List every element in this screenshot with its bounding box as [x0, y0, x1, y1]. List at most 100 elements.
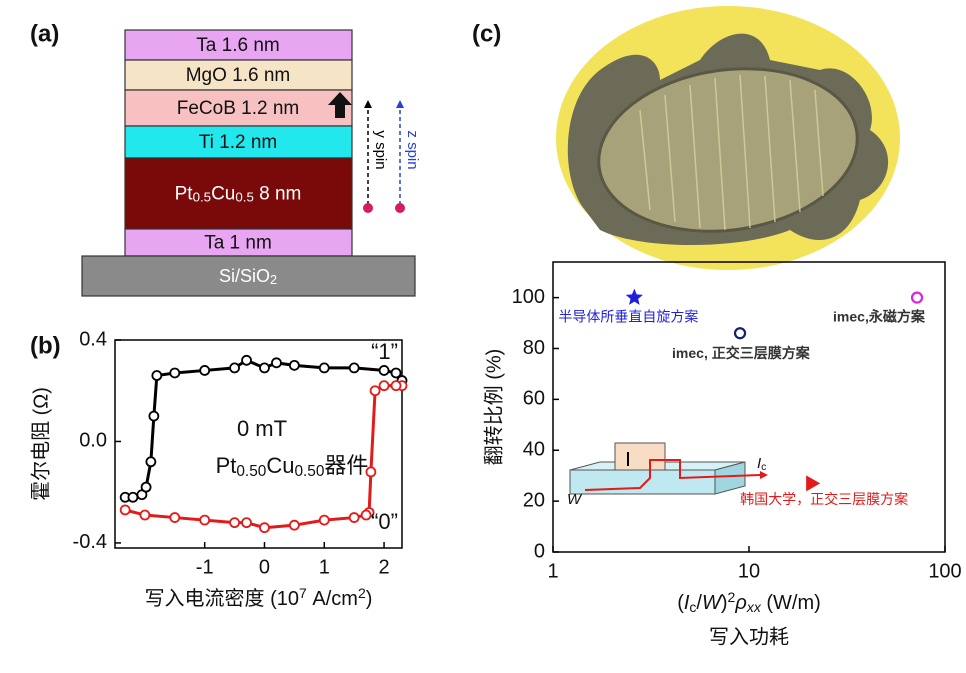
- spin-label: z spin: [404, 130, 421, 169]
- spin-arrowhead: [364, 100, 372, 108]
- text-segment: 器件: [324, 453, 368, 478]
- point-label: 韩国大学，正交三层膜方案: [740, 491, 908, 507]
- layer-label: Pt0.5Cu0.5 8 nm: [175, 184, 302, 205]
- data-point: [148, 410, 160, 422]
- annotation: “0”: [371, 509, 398, 534]
- text-segment: Ta 1 nm: [204, 233, 272, 254]
- annotation: Pt0.50Cu0.50器件: [216, 453, 369, 480]
- panel-label: (c): [472, 20, 501, 47]
- text-segment: MgO 1.6 nm: [186, 65, 291, 86]
- data-point: [241, 517, 252, 529]
- text-segment: ): [721, 592, 728, 614]
- data-point: [241, 354, 252, 366]
- plot-frame: [114, 339, 403, 549]
- data-point: [229, 362, 240, 374]
- y-tick-label: 40: [523, 439, 545, 461]
- y-tick-label: 20: [523, 489, 545, 511]
- text-segment: I: [757, 455, 761, 472]
- inset-base-side: [714, 461, 746, 495]
- text-segment: Pt: [216, 453, 237, 478]
- text-segment: 7: [299, 585, 307, 601]
- panel-label: (b): [30, 332, 61, 359]
- point-label: imec, 正交三层膜方案: [672, 345, 811, 361]
- point-label: imec,永磁方案: [833, 308, 926, 324]
- text-segment: I: [684, 592, 690, 614]
- annotation: 0 mT: [237, 416, 287, 441]
- y-tick-label: 0: [534, 540, 545, 562]
- data-point: [318, 362, 330, 374]
- inset-current: [584, 459, 761, 491]
- x-tick-label: -1: [196, 556, 214, 578]
- text-segment: Si/SiO: [219, 266, 270, 286]
- text-segment: 2: [358, 585, 366, 601]
- layer-label: MgO 1.6 nm: [186, 65, 291, 86]
- layer-label: Ti 1.2 nm: [199, 132, 278, 153]
- text-segment: ρ: [734, 592, 746, 614]
- x-tick-label: 0: [259, 556, 270, 578]
- data-point: [378, 365, 390, 376]
- text-segment: 8 nm: [254, 184, 302, 205]
- text-segment: (: [677, 592, 684, 614]
- data-point: [910, 291, 924, 304]
- x-tick-label: 1: [547, 560, 558, 582]
- y-tick-label: 60: [523, 388, 545, 410]
- text-segment: c: [761, 461, 766, 473]
- data-point: [271, 357, 282, 369]
- layer: [124, 125, 353, 159]
- magnetization-arrow: [328, 92, 352, 118]
- annotation: “1”: [371, 339, 398, 364]
- data-point: [140, 481, 152, 493]
- point-label: 半导体所垂直自旋方案: [558, 308, 698, 324]
- y-tick-label: 80: [523, 337, 545, 359]
- data-point: [390, 367, 402, 379]
- data-point: [625, 288, 643, 305]
- text-segment: xx: [746, 599, 762, 615]
- layer-label: FeCoB 1.2 nm: [177, 98, 300, 119]
- x-tick-label: 10: [738, 560, 760, 582]
- spin-arrowhead: [396, 100, 404, 108]
- x-axis-label: (Ic/W)2ρxx (W/m): [677, 589, 821, 615]
- y-tick-label: -0.4: [73, 531, 107, 553]
- data-point: [139, 509, 151, 521]
- text-segment: (W/m): [761, 592, 821, 614]
- text-segment: Pt: [175, 184, 194, 205]
- data-point: [390, 380, 402, 392]
- panel-label: (a): [30, 20, 59, 47]
- data-point: [169, 367, 181, 379]
- data-point: [365, 466, 377, 478]
- data-point: [199, 514, 211, 526]
- text-segment: /: [696, 592, 702, 614]
- plot-frame: [552, 261, 946, 553]
- data-point: [229, 517, 240, 529]
- text-segment: Ti 1.2 nm: [199, 132, 278, 153]
- data-point: [119, 504, 131, 516]
- data-point: [145, 456, 157, 468]
- inset-pillar: [614, 442, 666, 471]
- spin-label: y spin: [372, 130, 389, 169]
- data-point: [806, 475, 821, 492]
- substrate-label: Si/SiO2: [219, 266, 277, 287]
- data-point: [360, 509, 372, 521]
- spin-dot: [363, 203, 373, 213]
- layer: [124, 89, 353, 127]
- data-point: [369, 385, 381, 397]
- data-point: [348, 362, 360, 374]
- inset-arrowhead: [760, 471, 768, 479]
- text-segment: Cu: [266, 453, 294, 478]
- text-segment: 2: [270, 273, 277, 287]
- text-segment: 0.5: [235, 190, 254, 205]
- data-point: [169, 512, 181, 523]
- x-tick-label: 2: [379, 556, 390, 578]
- inset-label: Ic: [757, 455, 766, 473]
- spin-dot: [395, 203, 405, 213]
- x-axis-label: 写入功耗: [709, 625, 789, 648]
- data-point: [127, 491, 139, 503]
- y-axis-label: 翻转比例 (%): [482, 349, 505, 466]
- layer-label: Ta 1 nm: [204, 233, 272, 254]
- text-segment: 0.50: [236, 463, 266, 480]
- data-point: [288, 359, 300, 371]
- text-segment: Ta 1.6 nm: [196, 35, 279, 56]
- data-point: [288, 519, 300, 531]
- inset: Ic W: [567, 442, 768, 508]
- x-axis-label: 写入电流密度 (107 A/cm2): [145, 585, 373, 610]
